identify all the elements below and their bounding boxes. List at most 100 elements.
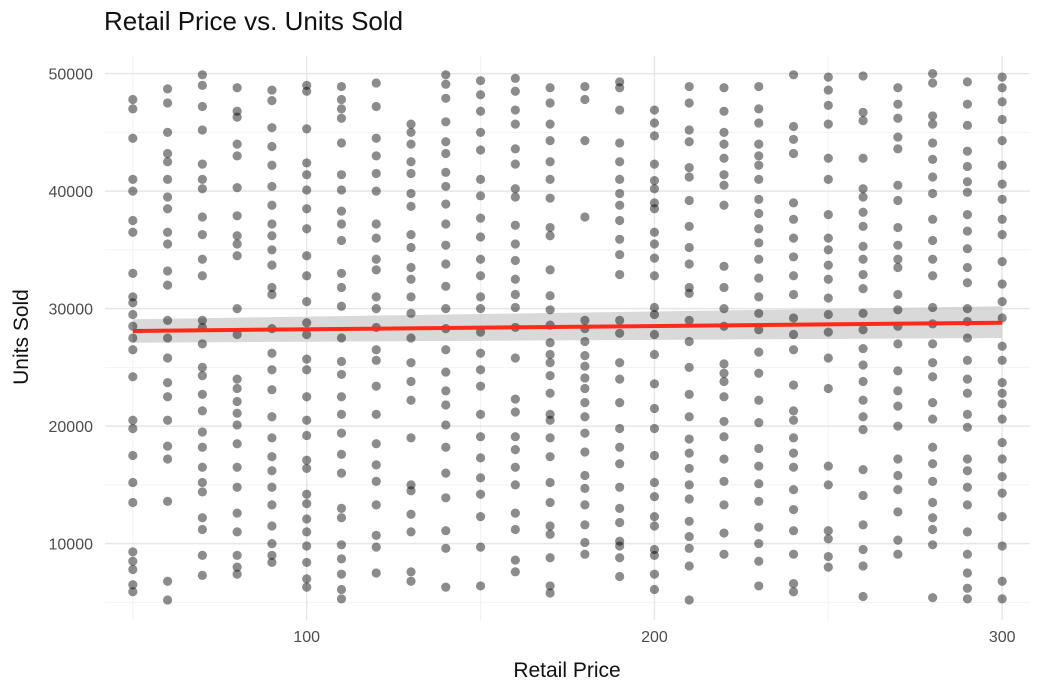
data-point: [962, 278, 973, 288]
data-point: [232, 106, 242, 116]
data-point: [580, 351, 590, 361]
data-point: [406, 262, 416, 273]
data-point: [684, 531, 694, 542]
data-point: [545, 409, 555, 419]
data-point: [893, 421, 903, 431]
data-point: [997, 472, 1007, 482]
data-point: [302, 296, 312, 307]
data-point: [162, 227, 173, 237]
data-point: [128, 227, 138, 237]
data-point: [441, 219, 451, 229]
data-point: [197, 70, 207, 80]
data-point: [649, 550, 660, 560]
data-point: [162, 576, 173, 586]
data-point: [302, 415, 312, 425]
data-point: [788, 433, 799, 443]
data-point: [719, 549, 729, 559]
data-point: [615, 138, 625, 148]
confidence-band-layer: [132, 306, 1003, 343]
data-point: [197, 174, 207, 184]
data-point: [928, 476, 938, 486]
data-point: [406, 168, 416, 179]
chart-title: Retail Price vs. Units Sold: [104, 6, 404, 36]
data-point: [545, 231, 555, 241]
data-point: [719, 304, 729, 314]
data-point: [788, 148, 799, 159]
data-point: [302, 329, 312, 340]
data-point: [928, 524, 938, 535]
data-point: [302, 557, 312, 568]
data-point: [441, 386, 451, 396]
data-point: [893, 240, 903, 250]
data-point: [928, 119, 938, 129]
data-point: [267, 181, 277, 192]
data-point: [336, 449, 347, 459]
data-point: [928, 78, 938, 88]
data-point: [719, 476, 729, 486]
data-point: [858, 425, 868, 435]
data-point: [545, 265, 555, 275]
data-point: [649, 544, 660, 555]
data-point: [684, 412, 694, 422]
data-point: [997, 313, 1007, 323]
data-point: [997, 230, 1007, 240]
data-point: [928, 540, 938, 550]
data-point: [615, 328, 625, 338]
data-point: [267, 550, 277, 560]
data-point: [232, 550, 242, 560]
data-point: [719, 368, 729, 378]
data-point: [128, 587, 138, 597]
data-point: [302, 224, 312, 234]
data-point: [545, 581, 555, 591]
data-point: [754, 292, 764, 302]
data-point: [336, 468, 347, 478]
data-point: [649, 198, 660, 208]
data-point: [858, 412, 868, 422]
data-point: [615, 482, 625, 492]
data-point: [719, 432, 729, 442]
data-point: [267, 96, 277, 106]
data-point: [997, 454, 1007, 464]
data-point: [962, 422, 973, 432]
data-point: [475, 271, 486, 281]
data-point: [788, 484, 799, 495]
data-point: [371, 233, 381, 243]
data-point: [162, 192, 173, 202]
data-point: [510, 73, 520, 83]
data-point: [580, 315, 590, 325]
data-point: [336, 235, 347, 246]
data-point: [267, 482, 277, 492]
data-point: [754, 479, 764, 489]
data-point: [649, 239, 660, 249]
data-point: [754, 395, 764, 405]
data-point: [788, 380, 799, 390]
data-point: [162, 174, 173, 184]
data-point: [893, 180, 903, 190]
data-point: [475, 489, 486, 499]
data-point: [684, 315, 694, 325]
data-point: [580, 398, 590, 408]
data-point: [510, 394, 520, 404]
data-point: [962, 409, 973, 419]
data-point: [893, 289, 903, 300]
data-point: [510, 289, 520, 300]
data-point: [858, 207, 868, 217]
data-point: [197, 315, 207, 325]
data-point: [997, 488, 1007, 498]
data-point: [336, 185, 347, 195]
data-point: [928, 188, 938, 199]
data-point: [649, 423, 660, 434]
data-point: [649, 271, 660, 281]
y-tick-label: 30000: [49, 302, 94, 319]
data-point: [371, 304, 381, 314]
data-point: [893, 386, 903, 396]
data-point: [580, 428, 590, 438]
trend-line-layer: [132, 320, 1003, 333]
data-point: [823, 562, 833, 572]
data-point: [962, 99, 973, 109]
data-point: [615, 459, 625, 469]
data-point: [615, 442, 625, 452]
data-point: [928, 414, 938, 424]
data-point: [232, 569, 242, 579]
data-point: [162, 280, 173, 290]
